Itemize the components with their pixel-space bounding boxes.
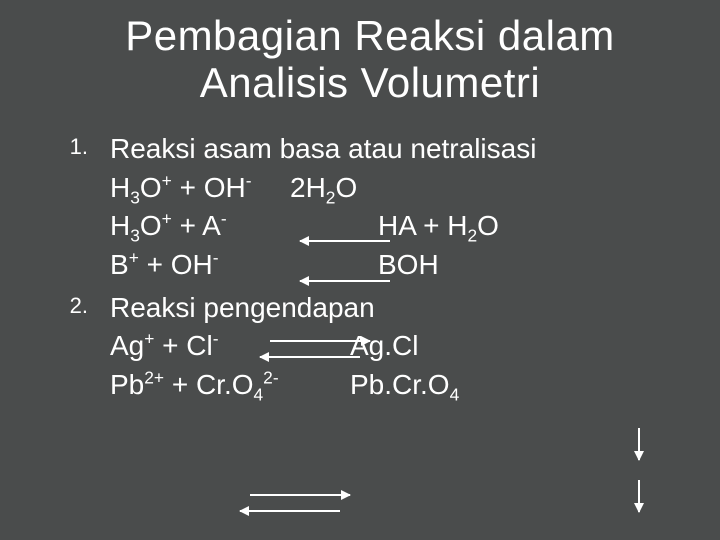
equation-row: Ag+ + Cl-Ag.Cl [110, 327, 680, 366]
equation-rhs: Pb.Cr.O4 [350, 366, 459, 405]
list-item: 2.Reaksi pengendapanAg+ + Cl-Ag.ClPb2+ +… [60, 289, 680, 405]
equation-row: B+ + OH-BOH [110, 246, 680, 285]
equation-lhs: H3O+ + A- [110, 207, 378, 246]
equation-rhs: 2H2O [290, 169, 357, 208]
equation-lhs: Ag+ + Cl- [110, 327, 350, 366]
slide: Pembagian Reaksi dalam Analisis Volumetr… [0, 0, 720, 428]
slide-title: Pembagian Reaksi dalam Analisis Volumetr… [60, 12, 680, 106]
equation-lhs: H3O+ + OH- [110, 169, 290, 208]
equation-lhs: Pb2+ + Cr.O42- [110, 366, 350, 405]
equation-lhs: B+ + OH- [110, 246, 378, 285]
horizontal-arrow-icon [240, 510, 340, 512]
horizontal-arrow-icon [250, 494, 350, 496]
title-line-1: Pembagian Reaksi dalam [125, 12, 615, 59]
equation-row: Pb2+ + Cr.O42-Pb.Cr.O4 [110, 366, 680, 405]
item-heading: Reaksi pengendapan [110, 289, 680, 328]
equation-rhs: Ag.Cl [350, 327, 418, 366]
item-heading: Reaksi asam basa atau netralisasi [110, 130, 680, 169]
list-content: Reaksi asam basa atau netralisasiH3O+ + … [110, 130, 680, 285]
title-line-2: Analisis Volumetri [200, 59, 540, 106]
content-list: 1.Reaksi asam basa atau netralisasiH3O+ … [60, 130, 680, 404]
list-content: Reaksi pengendapanAg+ + Cl-Ag.ClPb2+ + C… [110, 289, 680, 405]
equation-row: H3O+ + A-HA + H2O [110, 207, 680, 246]
down-arrow-icon [638, 480, 640, 512]
list-item: 1.Reaksi asam basa atau netralisasiH3O+ … [60, 130, 680, 285]
equation-row: H3O+ + OH-2H2O [110, 169, 680, 208]
equation-rhs: HA + H2O [378, 207, 499, 246]
equation-rhs: BOH [378, 246, 439, 285]
down-arrow-icon [638, 428, 640, 460]
list-marker: 2. [60, 289, 110, 319]
list-marker: 1. [60, 130, 110, 160]
